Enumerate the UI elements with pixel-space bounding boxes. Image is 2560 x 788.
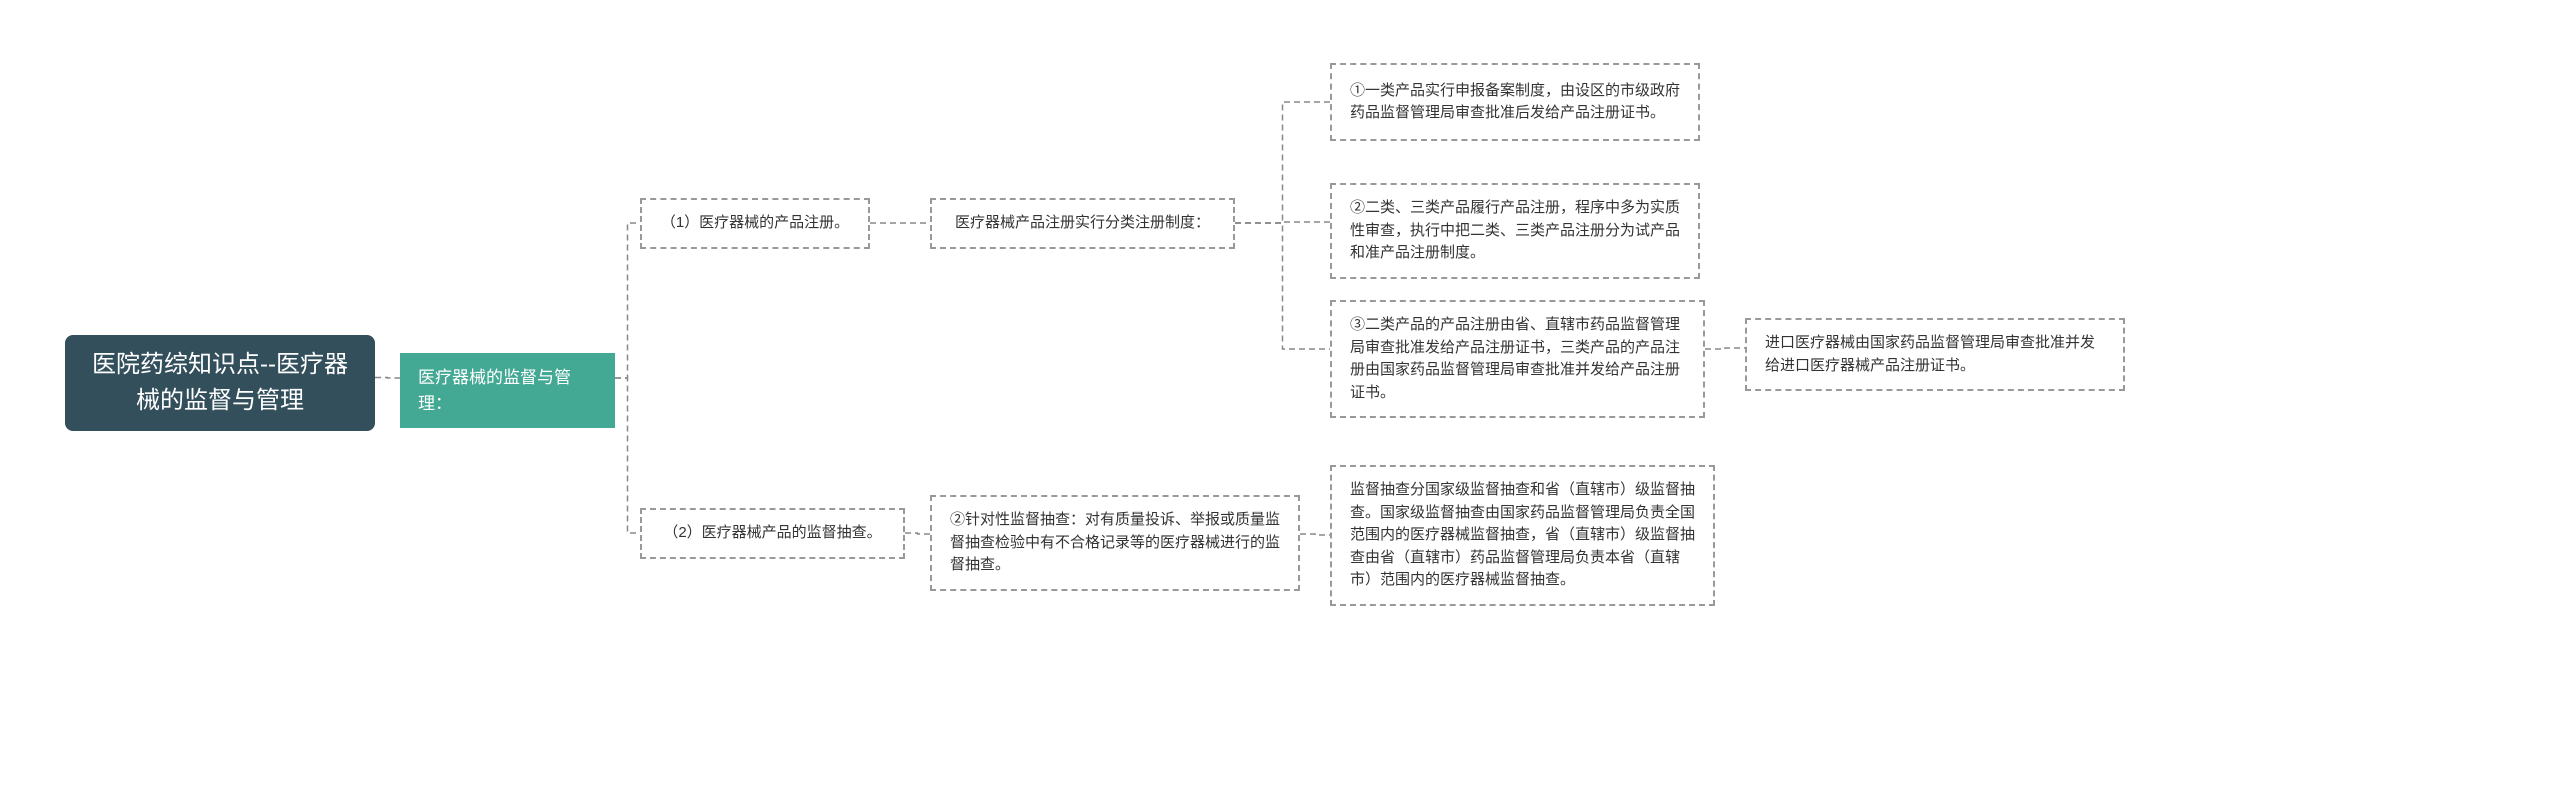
node-l1: 医疗器械的监督与管理： xyxy=(400,353,615,428)
edge-l3a-l4a xyxy=(1235,102,1330,223)
node-label-l4c: ③二类产品的产品注册由省、直辖市药品监督管理局审查批准发给产品注册证书，三类产品… xyxy=(1350,314,1685,404)
node-label-l2b: （2）医疗器械产品的监督抽查。 xyxy=(663,522,881,545)
edge-l1-l2a xyxy=(615,223,640,378)
node-label-l1: 医疗器械的监督与管理： xyxy=(418,365,597,416)
node-label-l4d: 监督抽查分国家级监督抽查和省（直辖市）级监督抽查。国家级监督抽查由国家药品监督管… xyxy=(1350,479,1695,592)
node-label-l5: 进口医疗器械由国家药品监督管理局审查批准并发给进口医疗器械产品注册证书。 xyxy=(1765,332,2105,377)
node-l3b: ②针对性监督抽查：对有质量投诉、举报或质量监督抽查检验中有不合格记录等的医疗器械… xyxy=(930,495,1300,591)
node-label-root: 医院药综知识点--医疗器械的监督与管理 xyxy=(83,347,357,419)
node-label-l4b: ②二类、三类产品履行产品注册，程序中多为实质性审查，执行中把二类、三类产品注册分… xyxy=(1350,197,1680,265)
edge-l1-l2b xyxy=(615,378,640,533)
node-l4d: 监督抽查分国家级监督抽查和省（直辖市）级监督抽查。国家级监督抽查由国家药品监督管… xyxy=(1330,465,1715,606)
node-l2b: （2）医疗器械产品的监督抽查。 xyxy=(640,508,905,559)
node-l4c: ③二类产品的产品注册由省、直辖市药品监督管理局审查批准发给产品注册证书，三类产品… xyxy=(1330,300,1705,418)
edge-l2b-l3b xyxy=(905,533,930,534)
node-root: 医院药综知识点--医疗器械的监督与管理 xyxy=(65,335,375,431)
edge-l3a-l4c xyxy=(1235,223,1330,349)
node-label-l2a: （1）医疗器械的产品注册。 xyxy=(661,212,849,235)
node-l4a: ①一类产品实行申报备案制度，由设区的市级政府药品监督管理局审查批准后发给产品注册… xyxy=(1330,63,1700,141)
connector-layer xyxy=(0,0,2560,788)
node-l2a: （1）医疗器械的产品注册。 xyxy=(640,198,870,249)
node-label-l4a: ①一类产品实行申报备案制度，由设区的市级政府药品监督管理局审查批准后发给产品注册… xyxy=(1350,80,1680,125)
node-label-l3b: ②针对性监督抽查：对有质量投诉、举报或质量监督抽查检验中有不合格记录等的医疗器械… xyxy=(950,509,1280,577)
node-l5: 进口医疗器械由国家药品监督管理局审查批准并发给进口医疗器械产品注册证书。 xyxy=(1745,318,2125,391)
edge-l3b-l4d xyxy=(1300,534,1330,535)
node-l4b: ②二类、三类产品履行产品注册，程序中多为实质性审查，执行中把二类、三类产品注册分… xyxy=(1330,183,1700,279)
node-l3a: 医疗器械产品注册实行分类注册制度： xyxy=(930,198,1235,249)
edge-l4c-l5 xyxy=(1705,348,1745,349)
edge-l3a-l4b xyxy=(1235,222,1330,223)
edge-root-l1 xyxy=(375,378,400,379)
node-label-l3a: 医疗器械产品注册实行分类注册制度： xyxy=(955,212,1210,235)
